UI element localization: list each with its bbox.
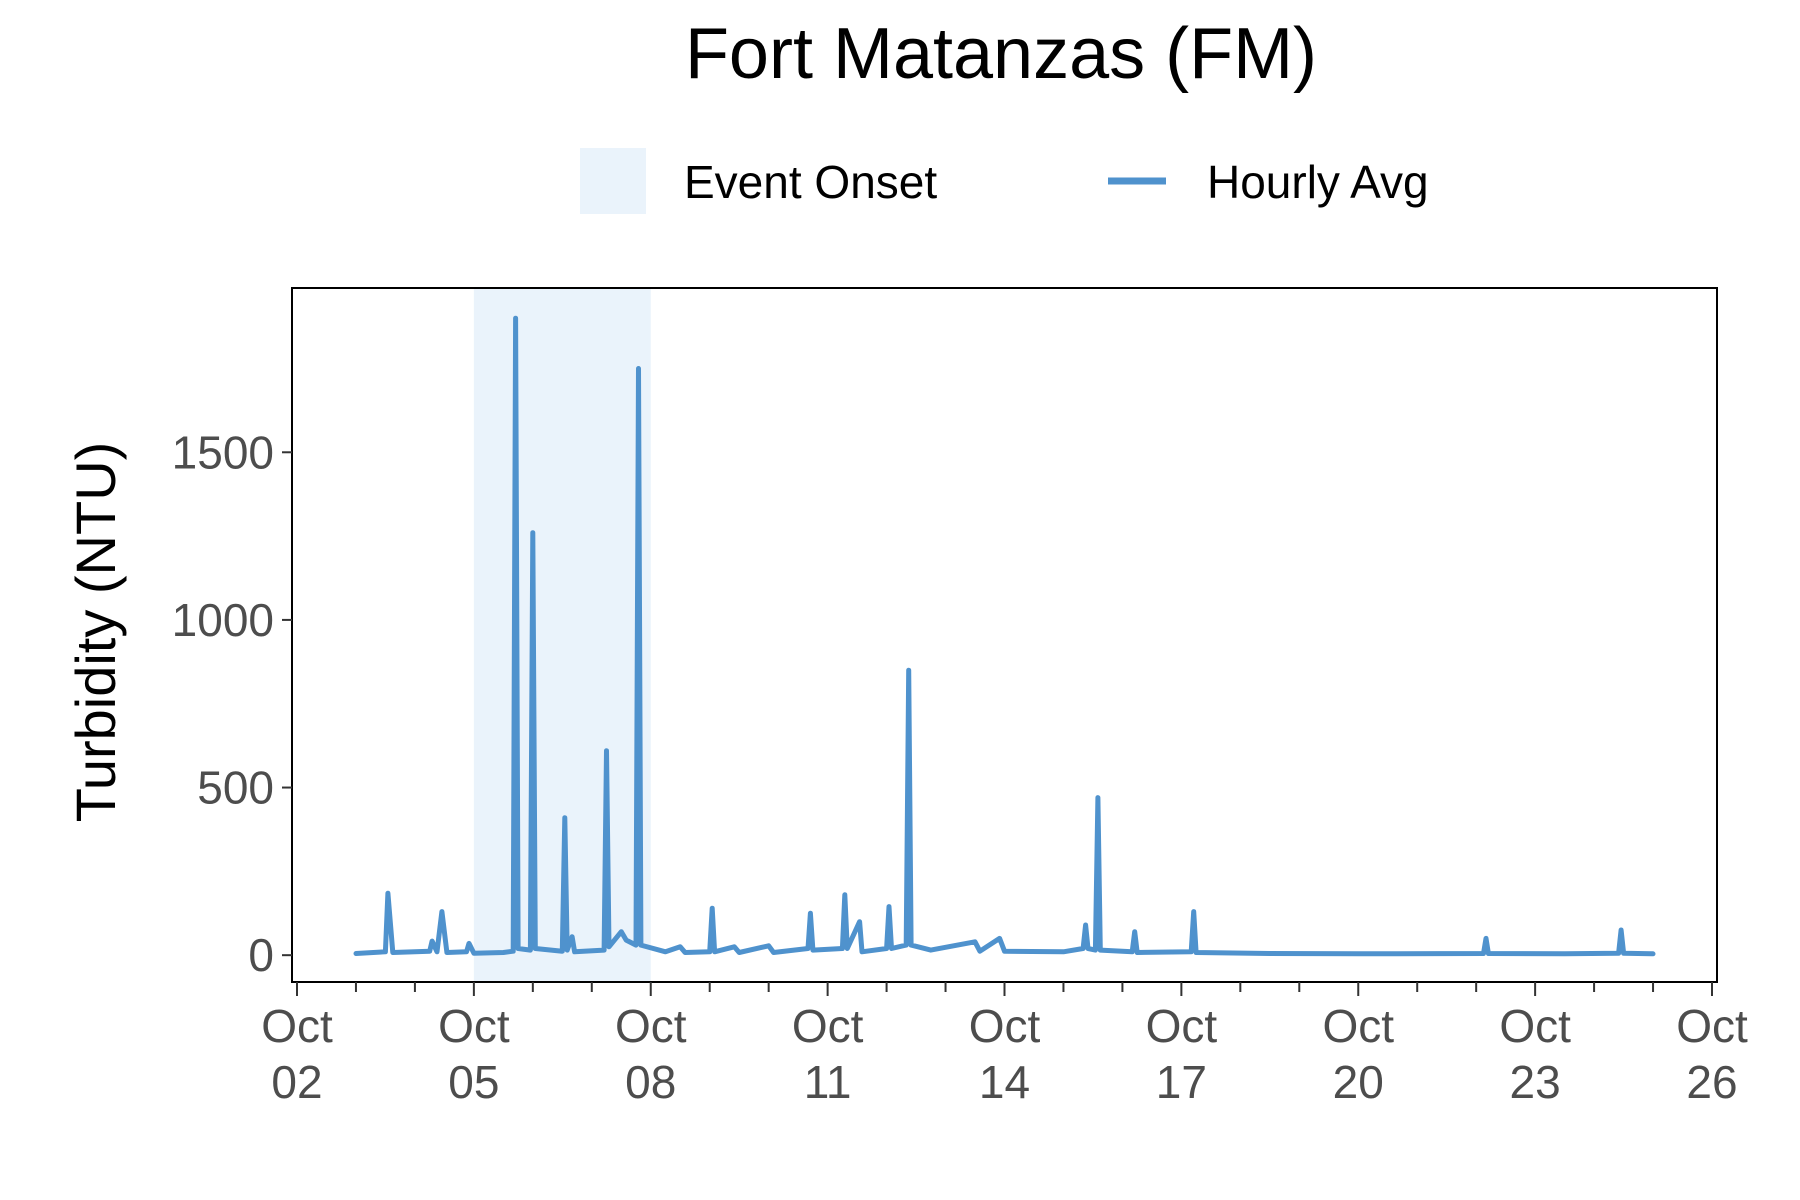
plot-area: 050010001500Oct02Oct05Oct08Oct11Oct14Oct… — [172, 287, 1748, 1108]
x-tick-label-day: 05 — [448, 1056, 499, 1108]
legend-label-event-onset: Event Onset — [684, 156, 937, 208]
x-tick-label-month: Oct — [969, 1000, 1041, 1052]
x-tick-label-day: 23 — [1510, 1056, 1561, 1108]
x-tick-label-month: Oct — [792, 1000, 864, 1052]
chart-title: Fort Matanzas (FM) — [685, 14, 1317, 94]
x-tick-label-month: Oct — [615, 1000, 687, 1052]
x-tick-label-month: Oct — [1499, 1000, 1571, 1052]
x-tick-label-day: 26 — [1686, 1056, 1737, 1108]
x-tick-label-month: Oct — [1322, 1000, 1394, 1052]
x-tick-label-month: Oct — [1146, 1000, 1218, 1052]
legend-label-hourly-avg: Hourly Avg — [1207, 156, 1429, 208]
x-tick-label-day: 11 — [804, 1056, 852, 1108]
x-tick-label-month: Oct — [261, 1000, 333, 1052]
x-tick-label-day: 08 — [625, 1056, 676, 1108]
x-tick-label-day: 17 — [1156, 1056, 1207, 1108]
legend: Event Onset Hourly Avg — [580, 148, 1429, 214]
y-tick-label: 0 — [248, 929, 274, 981]
legend-swatch-event-onset — [580, 148, 646, 214]
x-tick-label-day: 14 — [979, 1056, 1030, 1108]
x-tick-label-month: Oct — [438, 1000, 510, 1052]
x-tick-label-day: 02 — [271, 1056, 322, 1108]
y-tick-label: 1000 — [172, 594, 274, 646]
y-tick-label: 1500 — [172, 426, 274, 478]
x-tick-label-month: Oct — [1676, 1000, 1748, 1052]
series-line-hourly-avg — [353, 315, 1656, 957]
y-axis-title: Turbidity (NTU) — [64, 442, 127, 823]
y-tick-label: 500 — [197, 762, 274, 814]
x-tick-label-day: 20 — [1333, 1056, 1384, 1108]
